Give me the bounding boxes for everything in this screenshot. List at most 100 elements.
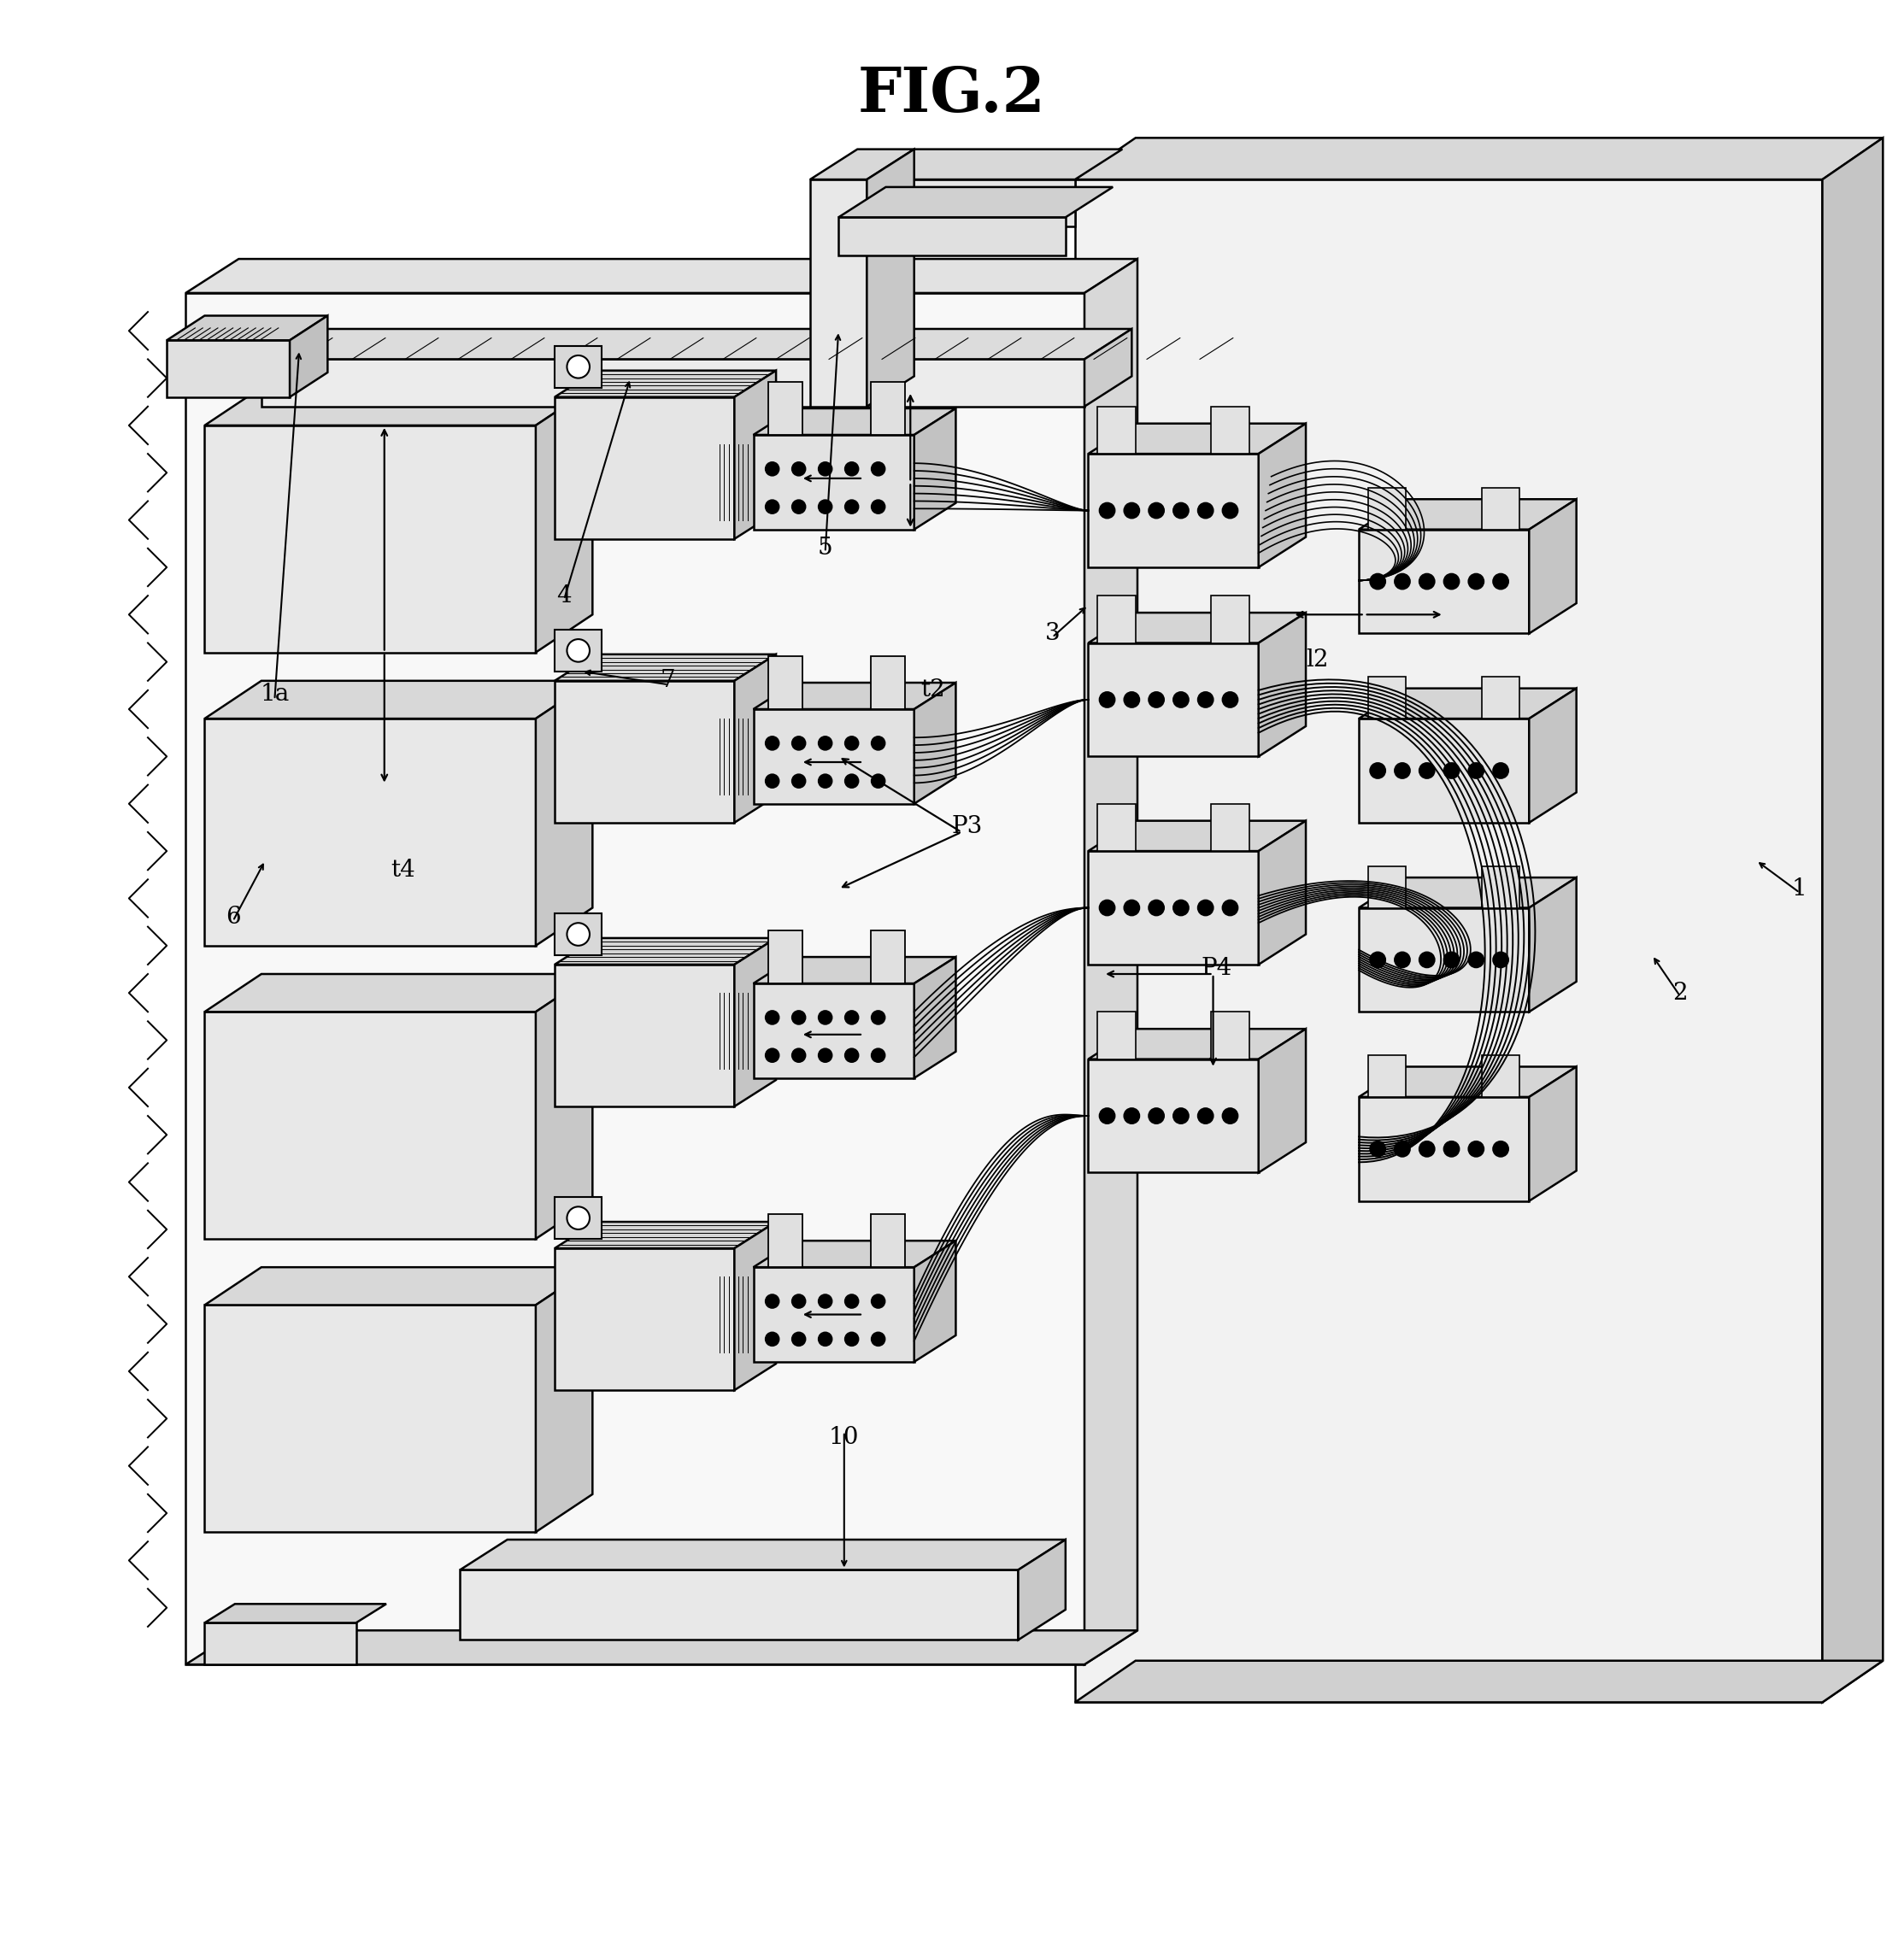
Circle shape bbox=[1371, 1142, 1386, 1157]
Polygon shape bbox=[1359, 1068, 1577, 1097]
Polygon shape bbox=[1529, 688, 1577, 822]
Polygon shape bbox=[1259, 820, 1306, 964]
Circle shape bbox=[1418, 1142, 1434, 1157]
Circle shape bbox=[1101, 900, 1114, 916]
Circle shape bbox=[1443, 1142, 1458, 1157]
Polygon shape bbox=[1359, 877, 1577, 908]
Circle shape bbox=[1101, 692, 1114, 707]
Circle shape bbox=[1371, 764, 1386, 777]
Circle shape bbox=[819, 736, 832, 750]
Polygon shape bbox=[754, 1268, 914, 1362]
Polygon shape bbox=[769, 931, 802, 984]
Polygon shape bbox=[1089, 614, 1306, 643]
Polygon shape bbox=[261, 358, 1085, 407]
Circle shape bbox=[792, 1295, 805, 1307]
Polygon shape bbox=[754, 434, 914, 530]
Polygon shape bbox=[1359, 1097, 1529, 1202]
Circle shape bbox=[845, 736, 859, 750]
Polygon shape bbox=[554, 629, 602, 672]
Polygon shape bbox=[735, 1221, 777, 1391]
Circle shape bbox=[1123, 503, 1139, 518]
Polygon shape bbox=[535, 388, 592, 653]
Polygon shape bbox=[204, 1268, 592, 1305]
Polygon shape bbox=[1099, 407, 1135, 454]
Polygon shape bbox=[1481, 487, 1519, 530]
Polygon shape bbox=[1211, 1011, 1249, 1060]
Circle shape bbox=[765, 775, 779, 787]
Polygon shape bbox=[1481, 867, 1519, 908]
Circle shape bbox=[792, 462, 805, 475]
Text: P3: P3 bbox=[952, 814, 982, 838]
Polygon shape bbox=[914, 409, 956, 530]
Circle shape bbox=[845, 1011, 859, 1025]
Polygon shape bbox=[1369, 487, 1407, 530]
Circle shape bbox=[765, 501, 779, 514]
Polygon shape bbox=[838, 187, 1112, 218]
Circle shape bbox=[872, 462, 885, 475]
Polygon shape bbox=[204, 719, 535, 945]
Polygon shape bbox=[769, 382, 802, 434]
Polygon shape bbox=[914, 956, 956, 1077]
Circle shape bbox=[1468, 1142, 1483, 1157]
Circle shape bbox=[1148, 503, 1163, 518]
Circle shape bbox=[845, 1048, 859, 1062]
Polygon shape bbox=[461, 1570, 1019, 1640]
Polygon shape bbox=[1076, 138, 1883, 179]
Circle shape bbox=[1371, 575, 1386, 588]
Circle shape bbox=[1198, 900, 1213, 916]
Polygon shape bbox=[1085, 259, 1137, 1664]
Polygon shape bbox=[1369, 1056, 1407, 1097]
Polygon shape bbox=[1359, 499, 1577, 530]
Polygon shape bbox=[809, 179, 866, 407]
Circle shape bbox=[765, 1048, 779, 1062]
Circle shape bbox=[1493, 1142, 1508, 1157]
Circle shape bbox=[1173, 900, 1188, 916]
Polygon shape bbox=[838, 218, 1066, 255]
Circle shape bbox=[792, 501, 805, 514]
Circle shape bbox=[1493, 953, 1508, 968]
Text: 4: 4 bbox=[556, 584, 571, 608]
Polygon shape bbox=[754, 709, 914, 805]
Polygon shape bbox=[1529, 877, 1577, 1011]
Circle shape bbox=[1198, 503, 1213, 518]
Circle shape bbox=[1123, 692, 1139, 707]
Circle shape bbox=[1418, 953, 1434, 968]
Circle shape bbox=[1493, 764, 1508, 777]
Text: 6: 6 bbox=[225, 906, 240, 929]
Polygon shape bbox=[1085, 329, 1131, 407]
Circle shape bbox=[1222, 503, 1238, 518]
Polygon shape bbox=[204, 680, 592, 719]
Polygon shape bbox=[535, 974, 592, 1239]
Circle shape bbox=[1123, 1108, 1139, 1124]
Circle shape bbox=[845, 462, 859, 475]
Circle shape bbox=[765, 1295, 779, 1307]
Polygon shape bbox=[1089, 820, 1306, 851]
Text: 7: 7 bbox=[661, 670, 676, 692]
Polygon shape bbox=[735, 939, 777, 1106]
Polygon shape bbox=[870, 1214, 904, 1268]
Polygon shape bbox=[554, 680, 735, 822]
Polygon shape bbox=[1481, 678, 1519, 719]
Circle shape bbox=[872, 501, 885, 514]
Circle shape bbox=[1418, 764, 1434, 777]
Circle shape bbox=[567, 639, 590, 662]
Polygon shape bbox=[1359, 530, 1529, 633]
Circle shape bbox=[1371, 953, 1386, 968]
Circle shape bbox=[1148, 1108, 1163, 1124]
Circle shape bbox=[792, 1011, 805, 1025]
Circle shape bbox=[792, 775, 805, 787]
Circle shape bbox=[872, 775, 885, 787]
Circle shape bbox=[1443, 575, 1458, 588]
Circle shape bbox=[1443, 953, 1458, 968]
Polygon shape bbox=[769, 656, 802, 709]
Circle shape bbox=[1148, 900, 1163, 916]
Polygon shape bbox=[1369, 867, 1407, 908]
Circle shape bbox=[1396, 1142, 1409, 1157]
Circle shape bbox=[845, 1332, 859, 1346]
Text: P4: P4 bbox=[1201, 956, 1232, 980]
Circle shape bbox=[1493, 575, 1508, 588]
Circle shape bbox=[792, 1048, 805, 1062]
Polygon shape bbox=[204, 1603, 387, 1623]
Polygon shape bbox=[554, 1221, 777, 1249]
Polygon shape bbox=[1089, 423, 1306, 454]
